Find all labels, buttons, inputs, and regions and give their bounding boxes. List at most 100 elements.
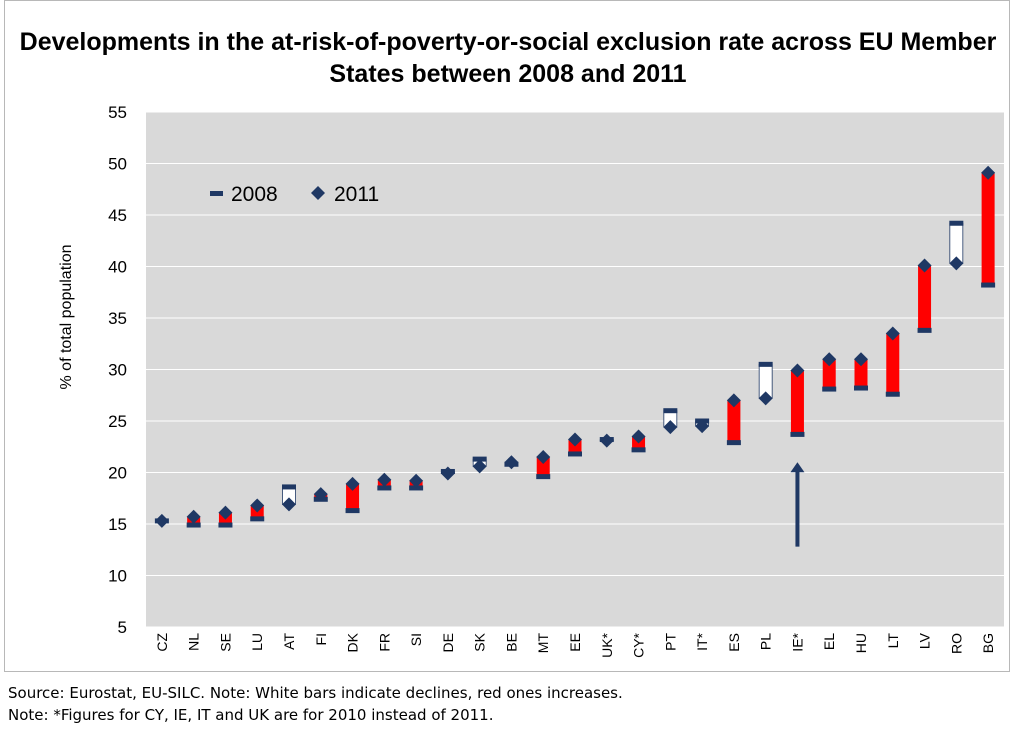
y-tick-label: 10 bbox=[108, 567, 127, 586]
annotation-arrow-head bbox=[790, 462, 805, 473]
marker-2008 bbox=[885, 391, 900, 397]
marker-2008 bbox=[472, 456, 487, 462]
x-tick-label: UK* bbox=[599, 632, 615, 657]
x-tick-label: ES bbox=[726, 633, 742, 652]
marker-2008 bbox=[218, 522, 233, 528]
y-axis-label: % of total population bbox=[58, 245, 75, 390]
marker-2008 bbox=[631, 447, 646, 453]
x-tick-label: MT bbox=[535, 633, 551, 654]
marker-2011 bbox=[377, 472, 392, 487]
marker-2011 bbox=[472, 459, 487, 474]
chart-title: Developments in the at-risk-of-poverty-o… bbox=[19, 28, 997, 88]
marker-2011 bbox=[949, 256, 964, 271]
marker-2011 bbox=[854, 352, 868, 367]
legend-2008-marker bbox=[210, 191, 223, 196]
x-tick-label: CZ bbox=[154, 633, 170, 652]
x-tick-label: FI bbox=[313, 633, 329, 645]
marker-2008 bbox=[822, 386, 837, 392]
marker-2008 bbox=[250, 516, 265, 522]
x-tick-label: LU bbox=[249, 633, 265, 651]
y-tick-label: 25 bbox=[108, 412, 127, 431]
x-tick-label: EL bbox=[821, 633, 837, 650]
x-tick-label: FR bbox=[376, 633, 392, 652]
x-tick-label: SI bbox=[408, 633, 424, 646]
x-tick-label: IE* bbox=[789, 632, 805, 651]
x-tick-label: SK bbox=[472, 632, 488, 651]
marker-2008 bbox=[758, 361, 773, 367]
y-tick-label: 15 bbox=[108, 515, 127, 534]
marker-2011 bbox=[409, 473, 424, 488]
x-tick-label: BE bbox=[503, 633, 519, 652]
marker-2011 bbox=[440, 466, 455, 481]
x-tick-label: PL bbox=[758, 633, 774, 650]
change-bar bbox=[981, 172, 995, 286]
marker-2011 bbox=[345, 476, 360, 491]
marker-2011 bbox=[599, 433, 614, 448]
change-bar bbox=[822, 359, 836, 390]
x-tick-label: SE bbox=[217, 633, 233, 652]
change-bar bbox=[854, 359, 868, 389]
change-bar bbox=[346, 483, 360, 511]
marker-2011 bbox=[790, 363, 805, 378]
marker-2011 bbox=[504, 455, 519, 470]
marker-2011 bbox=[313, 487, 328, 502]
source-note: Source: Eurostat, EU-SILC. Note: White b… bbox=[8, 684, 623, 702]
x-tick-label: AT bbox=[281, 633, 297, 650]
marker-2008 bbox=[377, 485, 392, 491]
legend-2008-label: 2008 bbox=[231, 183, 278, 206]
marker-2008 bbox=[949, 220, 964, 226]
marker-2011 bbox=[885, 326, 900, 341]
marker-2008 bbox=[536, 474, 551, 480]
change-bar bbox=[918, 265, 932, 331]
change-bar bbox=[727, 400, 741, 443]
x-tick-label: LV bbox=[917, 632, 933, 649]
marker-2008 bbox=[790, 431, 805, 437]
x-tick-label: CY* bbox=[631, 632, 647, 657]
x-tick-label: NL bbox=[186, 633, 202, 651]
legend-2011-marker bbox=[311, 186, 325, 200]
legend-2011-label: 2011 bbox=[334, 183, 379, 206]
marker-2011 bbox=[218, 505, 233, 520]
chart-svg: 5 10 15 20 25 30 35 40 45 50 55 CZ NL SE LU AT FI DK FR SI… bbox=[58, 103, 1004, 658]
change-bar bbox=[536, 457, 550, 477]
x-tick-label: DE bbox=[440, 633, 456, 652]
y-tick-label: 50 bbox=[108, 155, 127, 174]
x-tick-label: BG bbox=[980, 633, 996, 653]
change-bar bbox=[790, 370, 804, 435]
notes: Source: Eurostat, EU-SILC. Note: White b… bbox=[8, 682, 623, 726]
marker-2011 bbox=[250, 498, 265, 513]
x-tick-label: LT bbox=[885, 633, 901, 649]
marker-2008 bbox=[409, 485, 424, 491]
x-tick-label: EE bbox=[567, 633, 583, 652]
x-tick-label: HU bbox=[853, 633, 869, 653]
x-tick-label: IT* bbox=[694, 632, 710, 650]
marker-2011 bbox=[186, 509, 201, 524]
y-tick-label: 35 bbox=[108, 309, 127, 328]
y-tick-label: 20 bbox=[108, 464, 127, 483]
marker-2011 bbox=[536, 450, 551, 465]
marker-2011 bbox=[154, 513, 169, 528]
marker-2008 bbox=[282, 484, 296, 490]
figures-note: Note: *Figures for CY, IE, IT and UK are… bbox=[8, 706, 494, 724]
marker-2011 bbox=[568, 432, 582, 447]
marker-2011 bbox=[695, 419, 710, 434]
y-tick-label: 5 bbox=[118, 618, 127, 637]
marker-2011 bbox=[822, 352, 837, 367]
y-tick-label: 40 bbox=[108, 258, 127, 277]
marker-2008 bbox=[981, 282, 996, 288]
marker-2008 bbox=[345, 508, 360, 514]
marker-2008 bbox=[568, 451, 582, 457]
marker-2011 bbox=[726, 393, 741, 408]
x-tick-label: PT bbox=[662, 633, 678, 651]
y-tick-label: 30 bbox=[108, 361, 127, 380]
marker-2008 bbox=[186, 522, 201, 528]
marker-2008 bbox=[726, 440, 741, 446]
legend: 2008 2011 bbox=[210, 183, 379, 206]
change-bar bbox=[886, 333, 900, 395]
y-tick-label: 55 bbox=[108, 103, 127, 122]
marker-2008 bbox=[917, 327, 932, 333]
marker-2008 bbox=[663, 408, 678, 414]
x-tick-label: RO bbox=[948, 633, 964, 654]
marker-2008 bbox=[854, 385, 868, 391]
marker-2011 bbox=[758, 391, 773, 406]
